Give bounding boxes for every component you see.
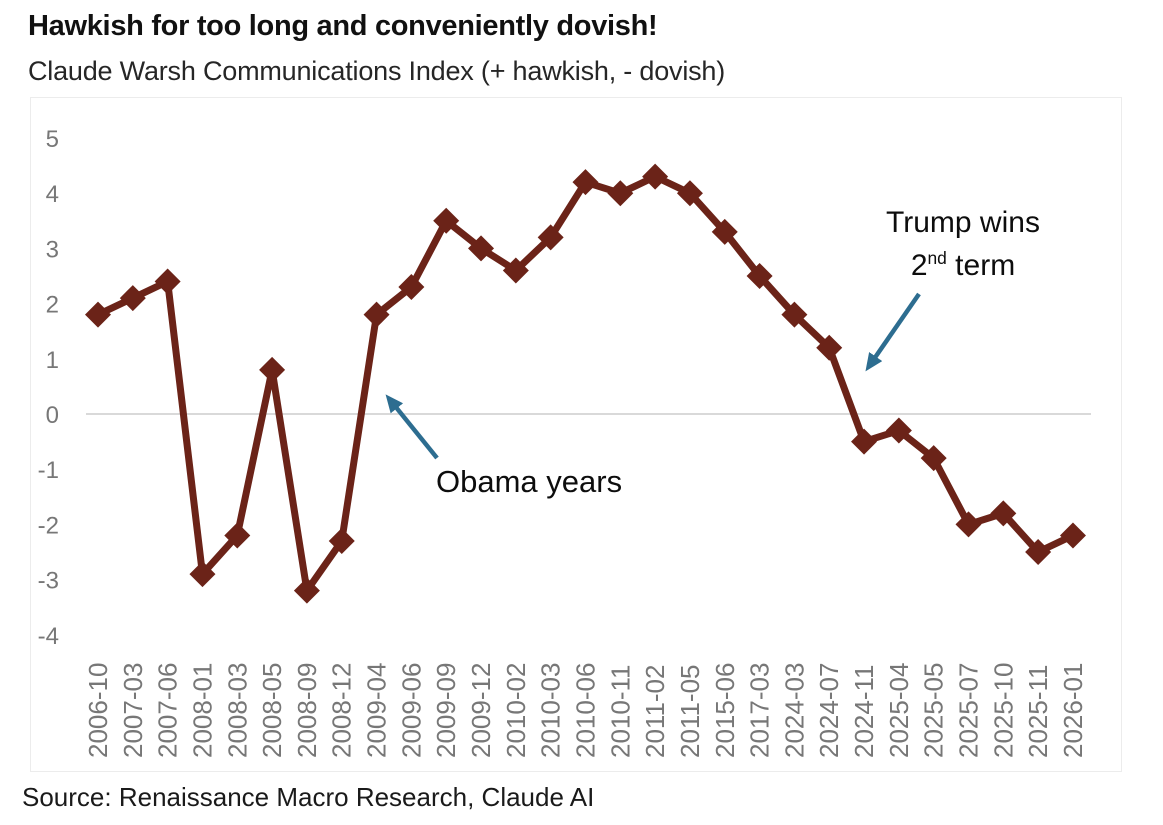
x-tick-label: 2008-01	[187, 663, 217, 758]
x-tick-label: 2026-01	[1058, 663, 1088, 758]
x-tick-label: 2010-11	[605, 665, 635, 759]
x-tick-label: 2025-05	[919, 663, 949, 758]
annotation-trump-line1: Trump wins	[886, 206, 1040, 239]
x-tick-label: 2011-02	[640, 665, 670, 759]
data-point-marker	[468, 235, 495, 262]
data-point-marker	[851, 428, 878, 455]
annotation-trump-line2-rest: term	[946, 248, 1016, 282]
data-point-marker	[189, 561, 216, 588]
x-tick-label: 2024-07	[814, 663, 844, 758]
y-tick-label: 5	[46, 126, 59, 153]
data-point-marker	[328, 527, 355, 554]
y-tick-label: -4	[38, 623, 59, 650]
x-tick-label: 2025-04	[884, 663, 914, 758]
x-tick-label: 2007-06	[153, 663, 183, 758]
x-tick-label: 2025-11	[1023, 665, 1053, 759]
x-tick-label: 2009-06	[396, 663, 426, 758]
y-tick-label: 4	[46, 181, 59, 208]
annotation-trump-line2-sup: nd	[927, 247, 947, 268]
y-tick-label: -2	[38, 512, 59, 539]
data-point-marker	[85, 301, 111, 328]
x-tick-label: 2025-07	[954, 663, 984, 758]
y-tick-label: 1	[46, 347, 59, 374]
y-tick-label: 0	[46, 402, 59, 429]
data-point-marker	[885, 417, 912, 444]
y-tick-label: 2	[46, 292, 59, 319]
x-tick-label: 2009-12	[466, 663, 496, 758]
data-point-marker	[746, 263, 773, 289]
x-tick-label: 2007-03	[118, 663, 148, 758]
data-point-marker	[955, 511, 982, 538]
annotation-trump-wins: Trump wins 2nd term	[823, 202, 1103, 287]
x-tick-label: 2011-05	[675, 665, 705, 759]
data-point-marker	[711, 218, 738, 245]
annotation-trump-line2-num: 2	[910, 248, 928, 282]
x-tick-label: 2010-06	[570, 663, 600, 758]
data-point-marker	[502, 257, 529, 284]
data-point-marker	[259, 356, 286, 383]
x-tick-label: 2009-09	[431, 663, 461, 758]
data-point-marker	[537, 224, 564, 251]
data-point-marker	[990, 500, 1017, 527]
x-tick-label: 2006-10	[83, 663, 113, 758]
data-point-marker	[572, 169, 599, 196]
x-tick-label: 2008-03	[222, 663, 252, 758]
chart-subtitle: Claude Warsh Communications Index (+ haw…	[28, 56, 726, 86]
data-point-marker	[398, 274, 425, 301]
data-point-marker	[676, 180, 703, 207]
data-point-marker	[433, 207, 460, 234]
x-tick-label: 2015-06	[710, 663, 740, 758]
data-point-marker	[920, 445, 947, 472]
data-point-marker	[1025, 539, 1052, 565]
data-point-marker	[1059, 522, 1086, 549]
data-point-marker	[816, 334, 843, 361]
data-point-marker	[119, 285, 146, 312]
y-tick-label: -3	[38, 568, 59, 595]
data-point-marker	[607, 180, 634, 207]
x-tick-label: 2008-12	[327, 663, 357, 758]
obama-arrow	[385, 394, 439, 460]
data-point-marker	[293, 577, 320, 604]
x-tick-label: 2008-05	[257, 663, 287, 758]
source-caption: Source: Renaissance Macro Research, Clau…	[22, 782, 595, 812]
data-point-marker	[642, 163, 669, 190]
chart-title: Hawkish for too long and conveniently do…	[28, 10, 658, 42]
chart-panel: 5 4 3 2 1 0 -1 -2 -3 -4 2006-10 2007-03 2007-06 2008-…	[30, 97, 1122, 772]
x-tick-label: 2017-03	[745, 663, 775, 758]
x-tick-label: 2010-03	[536, 663, 566, 758]
x-tick-label: 2010-02	[501, 663, 531, 758]
x-tick-label: 2024-03	[779, 663, 809, 758]
y-tick-label: -1	[38, 457, 59, 484]
x-tick-label: 2009-04	[362, 663, 392, 758]
x-tick-label: 2008-09	[292, 663, 322, 758]
y-tick-label: 3	[46, 236, 59, 263]
data-point-marker	[154, 268, 181, 295]
annotation-obama-years: Obama years	[436, 464, 623, 499]
data-point-marker	[224, 522, 251, 549]
data-point-marker	[781, 301, 808, 328]
x-tick-label: 2025-10	[988, 663, 1018, 758]
x-tick-label: 2024-11	[849, 665, 879, 759]
trump-arrow	[865, 292, 921, 372]
data-point-marker	[363, 301, 390, 328]
